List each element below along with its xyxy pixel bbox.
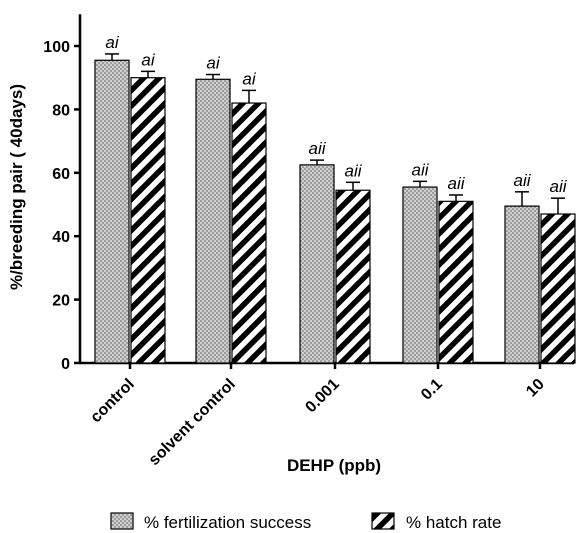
x-tick-label: control xyxy=(87,376,137,426)
significance-label: aii xyxy=(513,171,531,190)
y-tick-label: 80 xyxy=(52,102,70,119)
legend-swatch-fertilization xyxy=(110,512,134,530)
x-tick-label: 10 xyxy=(523,376,548,401)
y-tick-label: 40 xyxy=(52,229,70,246)
y-tick-label: 100 xyxy=(43,39,70,56)
bar-hatch xyxy=(335,189,371,364)
bar-hatch xyxy=(540,213,576,364)
significance-label: aii xyxy=(549,177,567,196)
y-tick-label: 0 xyxy=(61,356,70,373)
significance-label: aii xyxy=(308,139,326,158)
bars xyxy=(94,53,576,364)
x-tick-label: 0.001 xyxy=(302,376,342,416)
y-tick-label: 60 xyxy=(52,166,70,183)
y-axis-title: %/breeding pair ( 40days) xyxy=(7,84,26,290)
significance-label: ai xyxy=(105,33,119,52)
significance-label: ai xyxy=(141,50,155,69)
bar-hatch xyxy=(438,200,474,364)
significance-label: ai xyxy=(206,54,220,73)
significance-label: aii xyxy=(344,161,362,180)
bar-fertilization xyxy=(402,186,438,364)
bar-fertilization xyxy=(94,59,130,364)
legend: % fertilization success % hatch rate xyxy=(110,512,501,532)
x-tick-label: 0.1 xyxy=(418,376,446,404)
legend-label-hatch: % hatch rate xyxy=(406,513,501,532)
significance-label: ai xyxy=(242,69,256,88)
bar-fertilization xyxy=(195,78,231,364)
x-axis-title: DEHP (ppb) xyxy=(287,456,381,475)
bar-hatch xyxy=(130,77,166,364)
significance-label: aii xyxy=(411,160,429,179)
bar-fertilization xyxy=(299,164,335,364)
significance-label: aii xyxy=(447,174,465,193)
x-tick-label: solvent control xyxy=(146,376,239,469)
legend-label-fertilization: % fertilization success xyxy=(144,513,311,532)
legend-swatch-hatch xyxy=(371,512,395,530)
bar-fertilization xyxy=(504,205,540,364)
bar-hatch xyxy=(231,102,267,364)
y-tick-label: 20 xyxy=(52,293,70,310)
